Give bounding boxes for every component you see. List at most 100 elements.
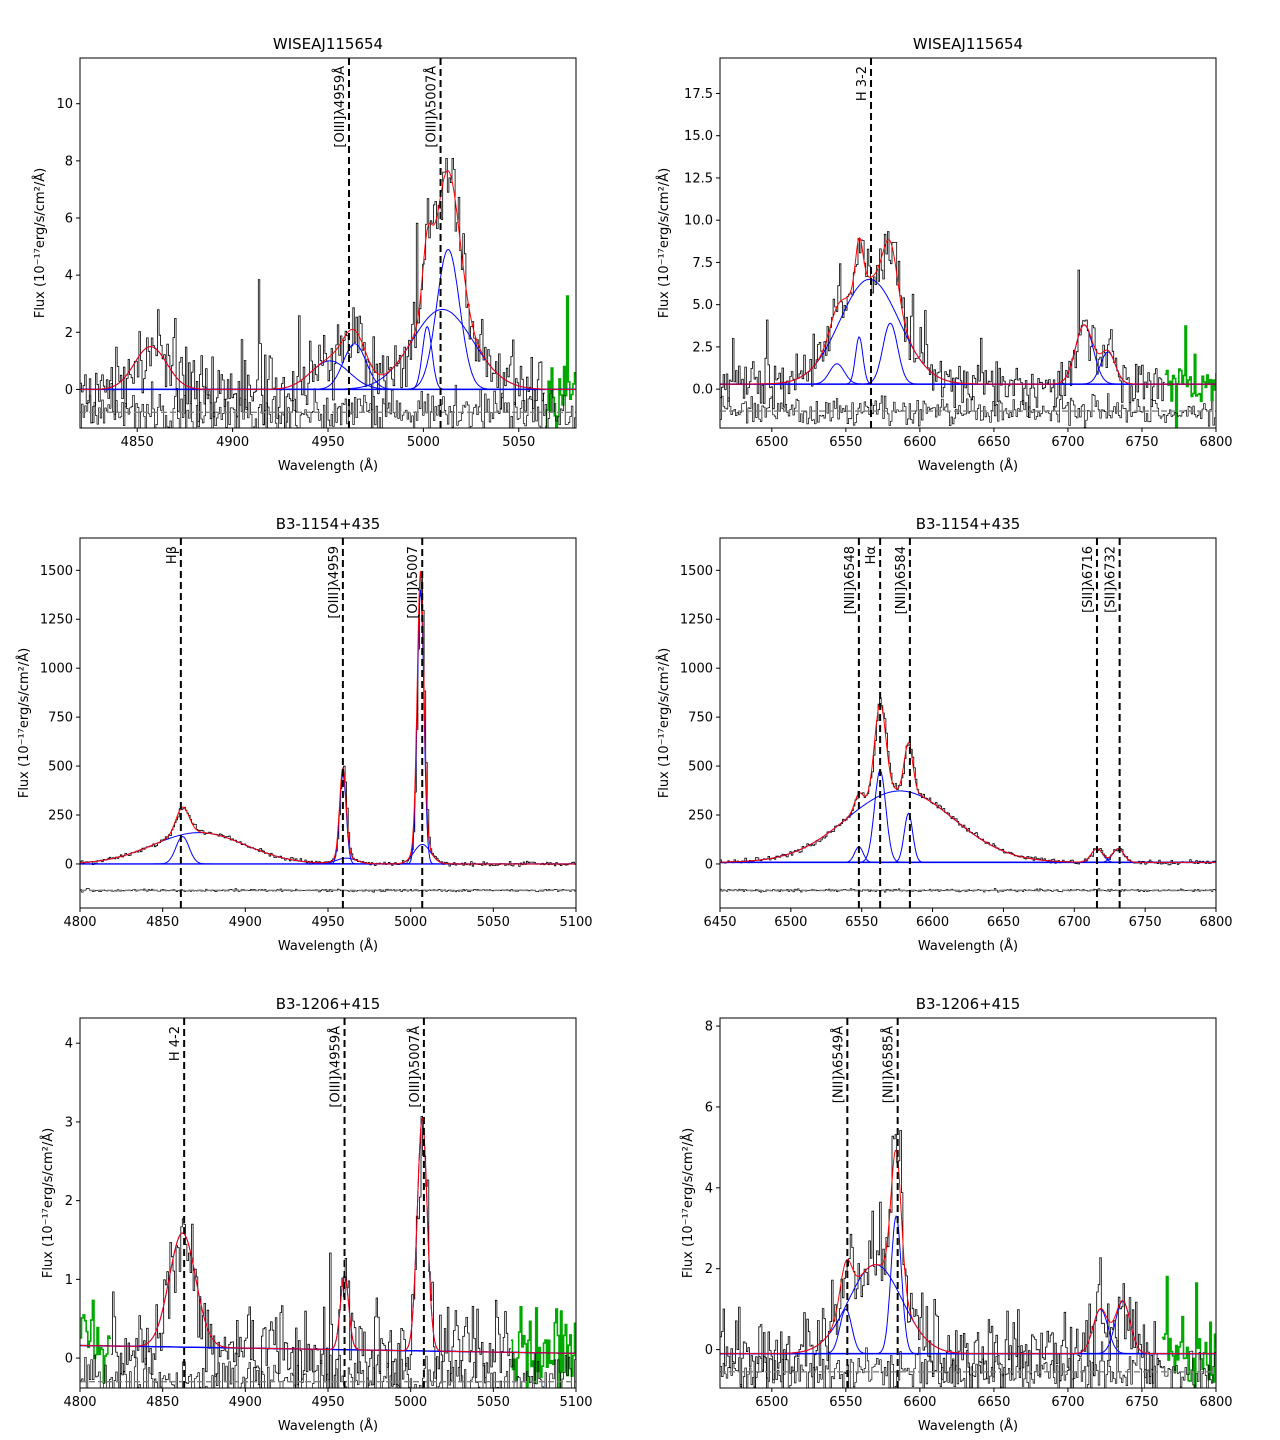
- plot-area: [720, 231, 1216, 428]
- line-label: [NII]λ6585Å: [881, 1026, 897, 1103]
- line-label: [OIII]λ4959: [327, 546, 342, 619]
- y-tick-label: 0: [65, 383, 73, 398]
- x-tick-label: 6750: [1129, 915, 1162, 930]
- x-tick-label: 5000: [394, 1395, 427, 1410]
- x-tick-label: 5100: [559, 1395, 592, 1410]
- y-tick-label: 250: [688, 809, 713, 824]
- fit-component-6: [80, 843, 576, 865]
- chart-title: B3-1154+435: [916, 515, 1021, 533]
- y-tick-label: 1000: [40, 662, 73, 677]
- fit-component-3: [80, 1116, 576, 1354]
- total-fit: [720, 703, 1216, 863]
- chart-panel-3: Hβ [OIII]λ4959 [OIII]λ5007 4800 4850 4900 4950…: [16, 515, 593, 954]
- observed-spectrum: [80, 573, 576, 867]
- y-tick-label: 1250: [680, 613, 713, 628]
- observed-spectrum: [720, 697, 1216, 866]
- line-label: [NII]λ6584: [894, 546, 909, 614]
- x-tick-label: 6600: [903, 1395, 936, 1410]
- observed-spectrum: [720, 1130, 1162, 1388]
- fit-component-5: [80, 589, 576, 865]
- x-tick-label: 5000: [394, 915, 427, 930]
- fit-component-3: [720, 1215, 1216, 1355]
- y-axis-label: Flux (10⁻¹⁷erg/s/cm²/Å): [656, 168, 672, 318]
- x-axis-label: Wavelength (Å): [278, 1418, 378, 1434]
- line-label: [OIII]λ5007Å: [407, 1026, 423, 1108]
- x-tick-label: 6600: [916, 915, 949, 930]
- chart-title: WISEAJ115654: [273, 35, 383, 53]
- line-label: [OIII]λ5007Å: [424, 66, 440, 148]
- x-axis-label: Wavelength (Å): [918, 1418, 1018, 1434]
- masked-spectrum: [545, 295, 576, 428]
- fit-component-3: [720, 846, 1216, 863]
- y-tick-label: 4: [65, 269, 73, 284]
- x-tick-label: 4850: [146, 915, 179, 930]
- x-tick-label: 5050: [502, 435, 535, 450]
- y-tick-label: 1000: [680, 662, 713, 677]
- x-tick-label: 6500: [755, 1395, 788, 1410]
- x-tick-label: 4850: [146, 1395, 179, 1410]
- x-tick-label: 6550: [829, 435, 862, 450]
- chart-panel-2: H 3-2 6500 6550 6600 6650 6700 6750 6800 0.0 2.5 5…: [656, 35, 1233, 474]
- plot-area: [720, 697, 1216, 893]
- x-tick-label: 4900: [216, 435, 249, 450]
- x-tick-label: 6800: [1199, 1395, 1232, 1410]
- x-tick-label: 4950: [311, 915, 344, 930]
- line-label: [SII]λ6716: [1081, 546, 1096, 613]
- y-axis-label: Flux (10⁻¹⁷erg/s/cm²/Å): [32, 168, 48, 318]
- x-tick-label: 5000: [407, 435, 440, 450]
- line-label: [OIII]λ5007: [406, 546, 421, 619]
- y-tick-label: 8: [705, 1020, 713, 1035]
- y-tick-label: 750: [688, 711, 713, 726]
- y-tick-label: 500: [688, 760, 713, 775]
- fit-component-1: [720, 278, 1216, 385]
- y-tick-label: 1500: [40, 564, 73, 579]
- residual-spectrum: [720, 1340, 1216, 1388]
- y-tick-label: 10.0: [684, 214, 713, 229]
- masked-spectrum: [1164, 325, 1216, 428]
- y-tick-label: 500: [48, 760, 73, 775]
- axes-frame: [719, 1017, 1217, 1389]
- chart-title: B3-1154+435: [276, 515, 381, 533]
- x-tick-label: 6750: [1125, 1395, 1158, 1410]
- observed-spectrum: [80, 158, 545, 428]
- x-tick-label: 5050: [477, 1395, 510, 1410]
- axes-frame: [719, 57, 1217, 429]
- x-tick-label: 6750: [1125, 435, 1158, 450]
- chart-title: WISEAJ115654: [913, 35, 1023, 53]
- line-label: H 4-2: [168, 1026, 183, 1061]
- x-tick-label: 6600: [903, 435, 936, 450]
- fit-component-4: [720, 812, 1216, 863]
- x-tick-label: 6800: [1199, 915, 1232, 930]
- y-tick-label: 250: [48, 809, 73, 824]
- observed-spectrum: [111, 1116, 511, 1388]
- y-tick-label: 0.0: [692, 383, 713, 398]
- residual-spectrum: [720, 888, 1216, 893]
- x-tick-label: 4850: [121, 435, 154, 450]
- x-axis-label: Wavelength (Å): [278, 458, 378, 474]
- x-tick-label: 6650: [977, 1395, 1010, 1410]
- y-tick-label: 4: [65, 1037, 73, 1052]
- total-fit: [720, 237, 1216, 385]
- observed-spectrum: [720, 231, 1165, 418]
- y-tick-label: 0: [65, 1352, 73, 1367]
- x-axis-label: Wavelength (Å): [918, 938, 1018, 954]
- y-tick-label: 0: [65, 857, 73, 872]
- y-tick-label: 2: [65, 1194, 73, 1209]
- x-tick-label: 6500: [755, 435, 788, 450]
- y-axis-label: Flux (10⁻¹⁷erg/s/cm²/Å): [656, 648, 672, 798]
- y-tick-label: 0: [705, 857, 713, 872]
- y-tick-label: 4: [705, 1181, 713, 1196]
- y-tick-label: 6: [65, 212, 73, 227]
- y-axis-label: Flux (10⁻¹⁷erg/s/cm²/Å): [16, 648, 32, 798]
- line-label: Hα: [864, 546, 879, 564]
- line-label: H 3-2: [855, 66, 870, 101]
- plot-area: [80, 158, 576, 428]
- line-label: [OIII]λ4959Å: [332, 66, 348, 148]
- x-tick-label: 6550: [845, 915, 878, 930]
- x-tick-label: 5100: [559, 915, 592, 930]
- fit-component-3: [80, 772, 576, 865]
- y-tick-label: 3: [65, 1115, 73, 1130]
- x-tick-label: 4950: [311, 435, 344, 450]
- x-tick-label: 4950: [311, 1395, 344, 1410]
